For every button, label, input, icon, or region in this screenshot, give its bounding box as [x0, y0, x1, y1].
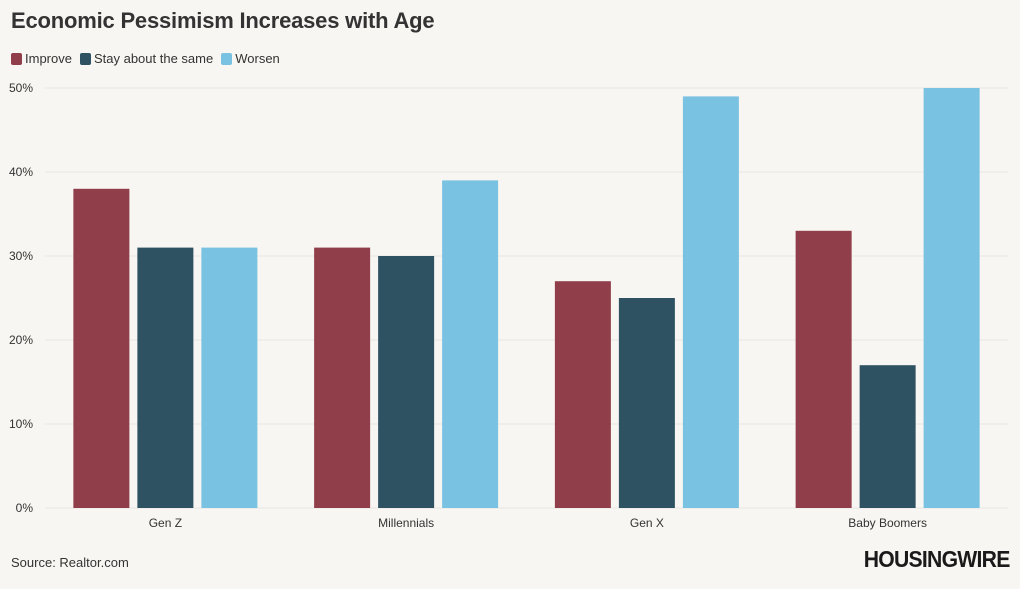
bar-stay-same	[618, 298, 675, 508]
bar-worsen	[442, 180, 499, 508]
chart-legend: Improve Stay about the same Worsen	[11, 51, 288, 66]
bar-improve	[314, 247, 371, 508]
bar-improve	[554, 281, 611, 508]
bar-worsen	[923, 88, 980, 508]
source-note: Source: Realtor.com	[11, 555, 129, 570]
bar-stay-same	[859, 365, 916, 508]
bar-worsen	[682, 96, 739, 509]
legend-item-worsen: Worsen	[221, 51, 280, 66]
x-tick-label: Baby Boomers	[848, 516, 927, 530]
y-tick-label: 10%	[9, 417, 33, 431]
legend-label-improve: Improve	[25, 51, 72, 66]
y-tick-label: 20%	[9, 333, 33, 347]
x-tick-label: Gen X	[630, 516, 664, 530]
y-tick-label: 40%	[9, 165, 33, 179]
bar-stay-same	[378, 256, 435, 508]
legend-label-worsen: Worsen	[235, 51, 280, 66]
bar-improve	[795, 230, 852, 509]
y-tick-label: 50%	[9, 81, 33, 95]
chart-title: Economic Pessimism Increases with Age	[11, 8, 435, 33]
y-axis: 0% 10% 20% 30% 40% 50%	[9, 81, 33, 515]
y-tick-label: 0%	[16, 501, 34, 515]
housingwire-logo: HOUSINGWIRE	[864, 546, 1011, 572]
chart-bars	[73, 88, 980, 509]
bar-worsen	[201, 247, 258, 508]
y-tick-label: 30%	[9, 249, 33, 263]
legend-swatch-improve	[11, 52, 22, 65]
x-axis: Gen Z Millennials Gen X Baby Boomers	[149, 516, 927, 530]
bar-stay-same	[137, 247, 194, 508]
x-tick-label: Millennials	[378, 516, 434, 530]
legend-swatch-stay-same	[79, 52, 91, 65]
legend-item-improve: Improve	[11, 51, 72, 66]
x-tick-label: Gen Z	[149, 516, 182, 530]
bar-improve	[73, 188, 130, 509]
legend-swatch-worsen	[221, 52, 233, 65]
legend-label-stay-same: Stay about the same	[93, 51, 214, 66]
legend-item-stay-same: Stay about the same	[79, 51, 214, 66]
